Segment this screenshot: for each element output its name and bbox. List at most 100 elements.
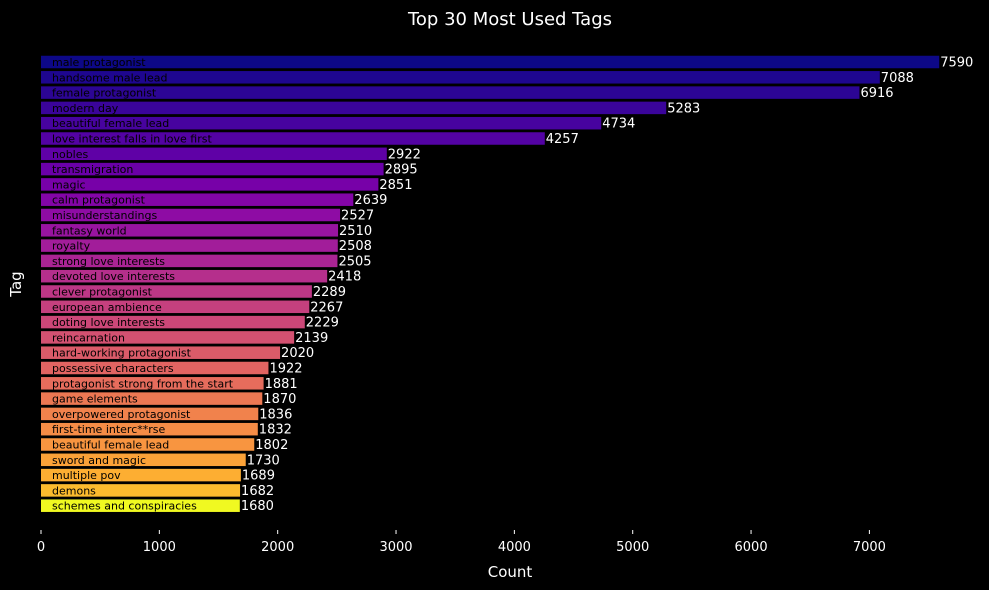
- bar-value-label: 1881: [265, 377, 298, 392]
- bar-value-label: 2505: [338, 254, 371, 269]
- bar: [41, 254, 338, 268]
- bar-value-label: 1682: [241, 484, 274, 499]
- bar-category-label: sword and magic: [52, 454, 146, 467]
- x-tick-label: 4000: [498, 540, 531, 555]
- bar: [41, 331, 295, 344]
- bar-category-label: clever protagonist: [52, 286, 153, 299]
- bar-value-label: 2851: [379, 178, 412, 193]
- bar-value-label: 1680: [241, 499, 274, 514]
- bar-category-label: game elements: [52, 393, 138, 406]
- bar: [41, 116, 602, 130]
- bars-group: male protagonist 7590 handsome male lead 70…: [41, 55, 973, 514]
- bar: [41, 438, 255, 451]
- x-tick-label: 7000: [853, 540, 886, 555]
- bar-category-label: nobles: [52, 148, 89, 161]
- bar-value-label: 2527: [341, 209, 374, 224]
- bar-value-label: 2922: [388, 147, 421, 162]
- bar: [41, 315, 305, 329]
- bar: [41, 468, 241, 482]
- bar-value-label: 1802: [255, 438, 288, 453]
- bar: [41, 484, 241, 497]
- bar-value-label: 1730: [247, 453, 280, 468]
- bar-value-label: 1689: [242, 469, 275, 484]
- bar-category-label: european ambience: [52, 301, 162, 314]
- x-tick-label: 2000: [261, 540, 294, 555]
- bar-category-label: magic: [52, 178, 86, 191]
- bar-value-label: 4734: [602, 117, 635, 132]
- bar: [41, 162, 384, 176]
- bar-value-label: 6916: [860, 86, 893, 101]
- bar: [41, 224, 339, 237]
- bar-category-label: reincarnation: [52, 331, 125, 344]
- x-tick-label: 0: [37, 540, 45, 555]
- bar-category-label: possessive characters: [52, 362, 174, 375]
- bar-value-label: 2895: [385, 163, 418, 178]
- bar: [41, 193, 354, 206]
- bar: [41, 178, 379, 191]
- bar-category-label: handsome male lead: [52, 71, 167, 84]
- bar: [41, 300, 310, 314]
- bar-value-label: 1870: [263, 392, 296, 407]
- bar-value-label: 1922: [269, 362, 302, 377]
- bar: [41, 285, 312, 298]
- bar: [41, 407, 259, 421]
- bar: [41, 422, 258, 436]
- bar: [41, 499, 240, 512]
- bar-value-label: 2139: [295, 331, 328, 346]
- bar-value-label: 2020: [281, 346, 314, 361]
- bar-value-label: 2267: [310, 300, 343, 315]
- bar: [41, 269, 328, 283]
- bar-category-label: demons: [52, 484, 96, 497]
- bar-category-label: male protagonist: [52, 56, 146, 69]
- bar: [41, 239, 338, 252]
- x-axis-label: Count: [488, 563, 533, 581]
- bar: [41, 101, 667, 115]
- bar-value-label: 2639: [354, 193, 387, 208]
- bar-value-label: 2229: [306, 316, 339, 331]
- bar-value-label: 2510: [339, 224, 372, 239]
- bar-category-label: overpowered protagonist: [52, 408, 191, 421]
- bar-category-label: multiple pov: [52, 469, 121, 482]
- x-tick-label: 6000: [735, 540, 768, 555]
- bar-value-label: 5283: [667, 101, 700, 116]
- bar-value-label: 7088: [881, 71, 914, 86]
- bar: [41, 377, 264, 390]
- chart-title: Top 30 Most Used Tags: [407, 9, 612, 30]
- bar: [41, 392, 263, 405]
- bar-category-label: devoted love interests: [52, 270, 175, 283]
- x-ticks-group: 0 1000 2000 3000 4000 5000 6000 7000: [37, 530, 886, 555]
- bar: [41, 132, 545, 145]
- bar: [41, 71, 880, 84]
- bar-category-label: protagonist strong from the start: [52, 377, 234, 390]
- bar: [41, 147, 387, 161]
- bar: [41, 361, 269, 375]
- bar-category-label: calm protagonist: [52, 194, 146, 207]
- bar-category-label: fantasy world: [52, 224, 127, 237]
- bar-category-label: love interest falls in love first: [52, 133, 212, 146]
- bar: [41, 86, 860, 99]
- x-tick-label: 5000: [616, 540, 649, 555]
- bar-category-label: beautiful female lead: [52, 439, 169, 452]
- bar-category-label: modern day: [52, 102, 119, 115]
- x-tick-label: 3000: [379, 540, 412, 555]
- bar-value-label: 7590: [940, 56, 973, 71]
- bar-category-label: misunderstandings: [52, 209, 157, 222]
- bar-category-label: doting love interests: [52, 316, 165, 329]
- bar-category-label: transmigration: [52, 163, 133, 176]
- bar-category-label: beautiful female lead: [52, 117, 169, 130]
- bar: [41, 453, 246, 467]
- bar-value-label: 2289: [313, 285, 346, 300]
- bar: [41, 55, 940, 69]
- bar-value-label: 2508: [339, 239, 372, 254]
- bar-value-label: 1836: [259, 407, 292, 422]
- bar-category-label: female protagonist: [52, 87, 157, 100]
- bar-category-label: schemes and conspiracies: [52, 500, 197, 513]
- bar-value-label: 4257: [546, 132, 579, 147]
- bar-category-label: first-time interc**rse: [52, 423, 166, 436]
- bar-category-label: royalty: [52, 240, 91, 253]
- x-tick-label: 1000: [143, 540, 176, 555]
- bar: [41, 208, 341, 222]
- y-axis-label: Tag: [7, 271, 25, 297]
- bar-value-label: 2418: [328, 270, 361, 285]
